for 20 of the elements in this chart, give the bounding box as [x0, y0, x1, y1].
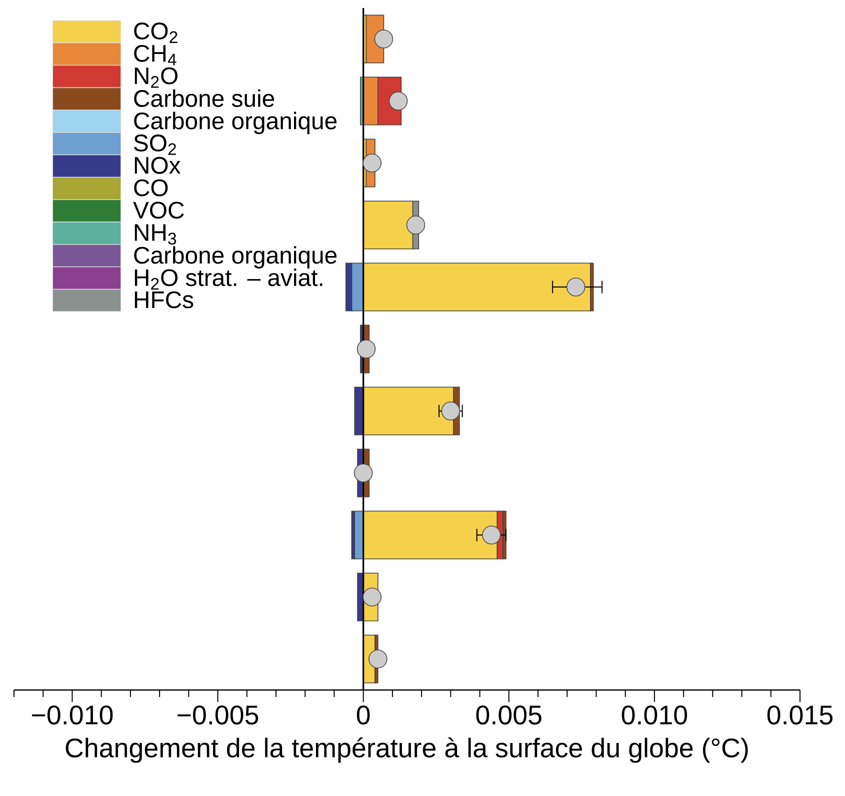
legend-label: CO$_{2}$	[134, 22, 178, 43]
legend-label: Carbone organique	[134, 246, 337, 268]
x-tick-label: −0.010	[32, 706, 113, 725]
x-tick-label: 0.010	[622, 706, 688, 725]
legend-label: Carbone suie	[134, 89, 274, 107]
legend-label: N$_{2}$O	[134, 67, 178, 88]
legend-label: CH$_{4}$	[134, 44, 176, 66]
x-axis-title: Changement de la température à la surface du globe (°C)	[66, 737, 748, 763]
legend-label: NH$_{3}$	[134, 224, 176, 245]
legend-label: VOC	[133, 202, 184, 219]
x-tick-label: −0.005	[178, 706, 258, 725]
x-tick-label: 0.005	[476, 706, 542, 725]
legend-label: SO$_{2}$	[134, 134, 176, 155]
legend-label: NOx	[134, 156, 181, 174]
x-tick-label: 0.015	[767, 706, 833, 725]
legend-label: HFCs	[134, 291, 194, 308]
legend-label: H$_{2}$O strat. – aviat.	[134, 268, 322, 290]
x-tick-label: 0	[356, 706, 370, 725]
legend-label: CO	[134, 179, 168, 196]
legend-label: Carbone organique	[134, 112, 337, 134]
